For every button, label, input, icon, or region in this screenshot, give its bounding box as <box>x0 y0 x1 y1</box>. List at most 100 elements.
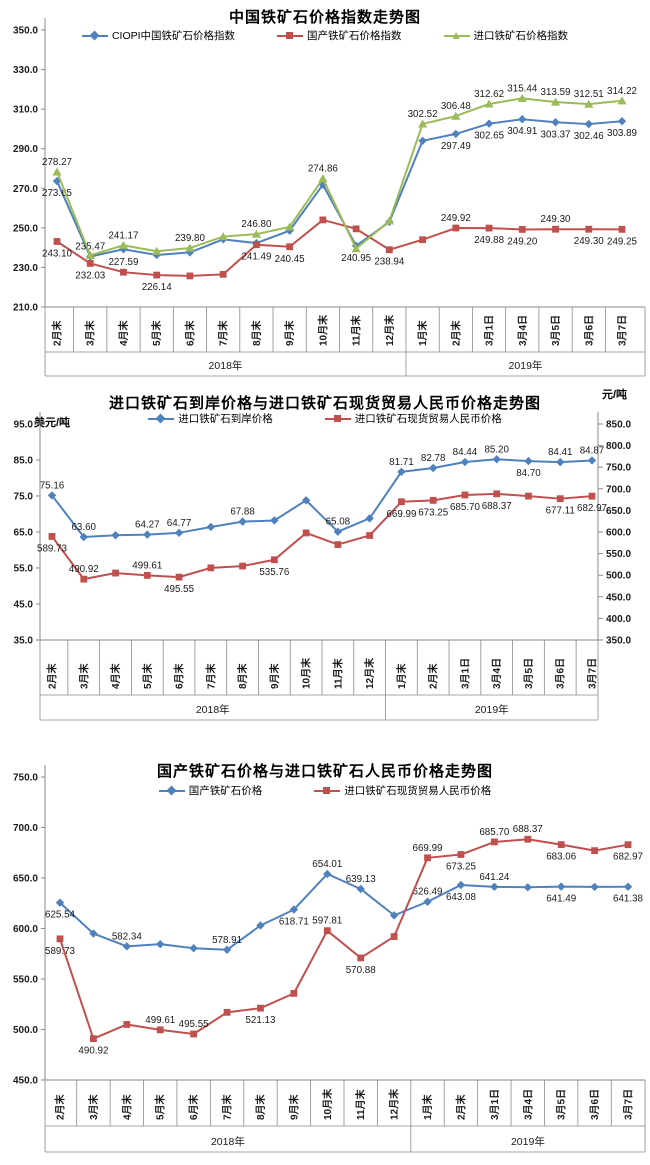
data-label: 297.49 <box>441 141 471 152</box>
data-label: 82.78 <box>421 453 446 464</box>
right-y-axis-tick-label: 450.0 <box>606 592 631 603</box>
x-category-label: 4月末 <box>117 319 130 346</box>
data-label: 654.01 <box>312 859 342 870</box>
chart2-legend: 进口铁矿石到岸价格 进口铁矿石现货贸易人民币价格 <box>0 411 650 426</box>
x-category-label: 12月末 <box>388 1088 401 1120</box>
y-axis-tick-label: 45.0 <box>14 600 34 611</box>
legend-label: 进口铁矿石现货贸易人民币价格 <box>344 785 492 797</box>
data-label: 302.46 <box>574 131 605 142</box>
data-label: 274.86 <box>308 164 339 175</box>
legend-item-ciopi: CIOPI中国铁矿石价格指数 <box>81 28 236 43</box>
data-label: 677.11 <box>546 506 575 517</box>
data-label: 682.97 <box>613 852 643 863</box>
series-0-data-labels: 625.54 582.34 578.91 618.71 654.01 639.13 626.… <box>45 859 644 946</box>
series-1-data-labels: 589.73 490.92 499.61 495.55 521.13 597.81 570.… <box>45 824 643 1056</box>
chart2-title: 进口铁矿石到岸价格与进口铁矿石现货贸易人民币价格走势图 <box>108 395 541 412</box>
data-label: 232.03 <box>75 270 106 281</box>
data-label: 241.49 <box>241 252 271 263</box>
right-y-axis-tick-label: 700.0 <box>606 484 631 495</box>
x-category-label: 11月末 <box>350 314 363 346</box>
data-label: 306.48 <box>441 101 472 112</box>
data-label: 673.25 <box>446 862 477 873</box>
legend-label: 国产铁矿石价格指数 <box>307 30 402 42</box>
legend-label: 进口铁矿石到岸价格 <box>178 413 273 425</box>
chart1-plot: 350.0 330.0 310.0 290.0 270.0 250.0 230.0 210.0… <box>13 18 646 377</box>
data-label: 688.37 <box>513 824 543 835</box>
y-axis-tick-label: 55.0 <box>14 564 34 575</box>
x-category-label: 7月末 <box>204 662 217 689</box>
legend-label: 进口铁矿石价格指数 <box>473 30 569 42</box>
x-group-label: 2019年 <box>511 1135 545 1148</box>
x-category-label: 3月7日 <box>587 658 599 689</box>
y-axis-tick-label: 35.0 <box>14 636 34 647</box>
data-label: 227.59 <box>108 257 138 268</box>
x-category-label: 3月1日 <box>459 658 471 689</box>
data-label: 249.30 <box>541 214 572 225</box>
series-1-line <box>48 490 596 583</box>
x-group-label: 2019年 <box>509 359 543 372</box>
data-label: 312.51 <box>574 89 604 100</box>
chart2-right-axis-unit: 元/吨 <box>602 389 628 401</box>
data-label: 685.70 <box>450 502 481 513</box>
data-label: 625.54 <box>45 910 76 921</box>
x-category-label: 10月末 <box>321 1088 334 1120</box>
chart1-title: 中国铁矿石价格指数走势图 <box>228 9 421 26</box>
data-label: 249.92 <box>441 213 471 224</box>
data-label: 683.06 <box>546 852 577 863</box>
legend-marker-diamond-icon <box>148 413 175 424</box>
y-axis-tick-label: 650.0 <box>13 874 38 885</box>
data-label: 81.71 <box>389 457 414 468</box>
series-0-data-labels: 75.16 63.60 64.27 64.77 67.88 65.08 81.71 82.78… <box>40 444 605 533</box>
data-label: 63.60 <box>71 522 96 533</box>
data-label: 315.44 <box>507 83 538 94</box>
y-axis-tick-label: 65.0 <box>14 528 34 539</box>
x-category-label: 2月末 <box>427 662 440 689</box>
legend-label: CIOPI中国铁矿石价格指数 <box>111 30 236 42</box>
data-label: 578.91 <box>212 935 242 946</box>
data-label: 249.30 <box>574 236 605 247</box>
x-category-label: 2月末 <box>54 1093 67 1120</box>
legend-item-spot-rmb-price: 进口铁矿石现货贸易人民币价格 <box>324 411 502 426</box>
legend-label: 进口铁矿石现货贸易人民币价格 <box>354 413 502 425</box>
x-category-label: 3月6日 <box>589 1089 601 1120</box>
x-category-label: 2月末 <box>454 1093 467 1120</box>
data-label: 597.81 <box>312 916 342 927</box>
data-label: 626.49 <box>413 887 443 898</box>
chart2-plot: 95.085.075.065.055.045.035.0850.0800.075… <box>14 412 631 721</box>
x-category-label: 3月1日 <box>484 315 496 346</box>
data-label: 226.14 <box>142 282 173 293</box>
data-label: 618.71 <box>279 917 309 928</box>
data-label: 673.25 <box>418 507 449 518</box>
data-label: 239.80 <box>175 233 206 244</box>
x-category-label: 3月6日 <box>583 315 595 346</box>
y-axis-tick-label: 600.0 <box>13 924 38 935</box>
data-label: 84.87 <box>580 445 605 456</box>
legend-marker-diamond-icon <box>81 30 108 41</box>
legend-marker-square-icon <box>277 31 304 40</box>
data-label: 246.80 <box>241 219 272 230</box>
data-label: 65.08 <box>326 517 351 528</box>
series-2-data-labels: 278.27 241.17 239.80 246.80 274.86 302.52306.… <box>42 83 637 244</box>
data-label: 240.45 <box>275 254 306 265</box>
legend-item-domestic-price: 国产铁矿石价格 <box>158 783 262 798</box>
y-axis-tick-label: 700.0 <box>13 823 38 834</box>
x-group-label: 2018年 <box>211 1135 245 1148</box>
data-label: 75.16 <box>40 480 65 491</box>
right-y-axis-tick-label: 850.0 <box>606 420 631 431</box>
y-axis-tick-label: 290.0 <box>13 144 38 155</box>
data-label: 249.88 <box>474 235 505 246</box>
y-axis-tick-label: 310.0 <box>13 105 38 116</box>
x-category-label: 8月末 <box>254 1093 267 1120</box>
data-label: 685.70 <box>479 827 510 838</box>
x-category-label: 6月末 <box>187 1093 200 1120</box>
x-category-label: 11月末 <box>331 657 344 689</box>
x-category-label: 10月末 <box>300 657 313 689</box>
data-label: 641.24 <box>479 872 510 883</box>
data-label: 64.27 <box>135 520 160 531</box>
data-label: 235.47 <box>75 242 105 253</box>
data-label: 535.76 <box>259 567 290 578</box>
data-label: 669.99 <box>386 509 416 520</box>
x-category-label: 3月1日 <box>489 1089 501 1120</box>
